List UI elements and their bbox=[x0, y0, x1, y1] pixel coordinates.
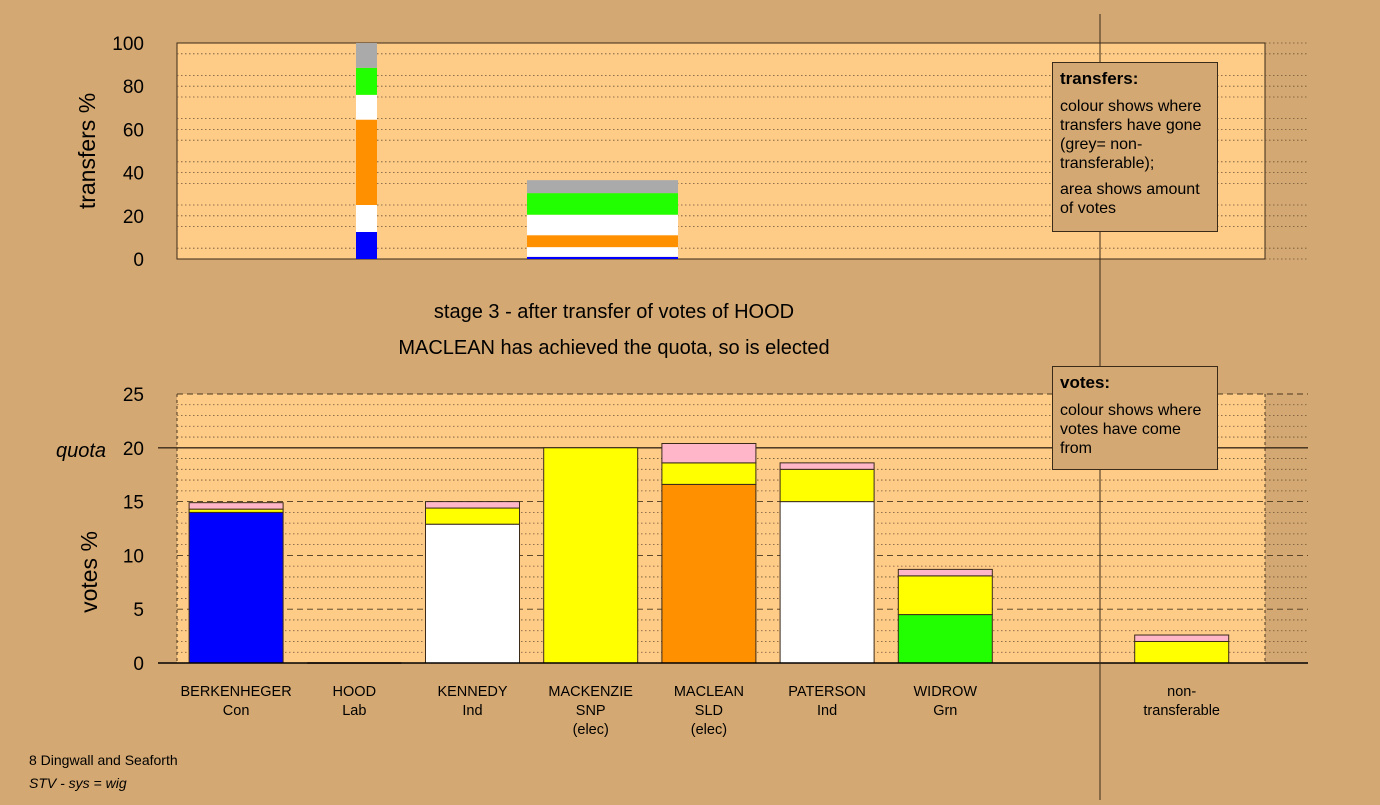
bottom-ytick-label: 15 bbox=[123, 493, 144, 514]
vote-bar-segment bbox=[661, 442, 757, 464]
category-label: WIDROW bbox=[913, 684, 977, 700]
transfers-legend: transfers: colour shows where transfers … bbox=[1052, 62, 1218, 232]
vote-bar-segment bbox=[425, 501, 520, 509]
category-label: Ind bbox=[462, 703, 482, 719]
category-label: MACLEAN bbox=[674, 684, 744, 700]
transfer-bar-segment bbox=[356, 94, 377, 120]
vote-bar-segment bbox=[897, 568, 993, 577]
transfers-legend-title: transfers: bbox=[1060, 69, 1139, 88]
transfer-bar-segment bbox=[356, 67, 377, 95]
category-label: transferable bbox=[1143, 703, 1220, 719]
category-label: Con bbox=[223, 703, 250, 719]
vote-bar-segment bbox=[425, 507, 520, 525]
transfer-bar-segment bbox=[527, 193, 678, 215]
transfer-bar-segment bbox=[356, 43, 377, 68]
vote-bar-segment bbox=[1134, 640, 1230, 664]
transfer-bar-segment bbox=[356, 205, 377, 232]
category-label: (elec) bbox=[573, 722, 609, 738]
bottom-ylabel: votes % bbox=[76, 531, 102, 613]
transfer-bar-segment bbox=[527, 247, 678, 257]
top-ytick-label: 20 bbox=[123, 207, 144, 228]
transfer-bar-segment bbox=[356, 119, 377, 205]
category-label: SNP bbox=[576, 703, 606, 719]
bottom-ytick-label: 20 bbox=[123, 439, 144, 460]
footer-constituency: 8 Dingwall and Seaforth bbox=[29, 752, 178, 768]
top-ylabel: transfers % bbox=[74, 93, 100, 209]
vote-bar-segment bbox=[897, 614, 993, 664]
vote-bar-segment bbox=[543, 447, 639, 664]
category-label: SLD bbox=[695, 703, 723, 719]
category-label: MACKENZIE bbox=[548, 684, 633, 700]
transfer-bar-segment bbox=[527, 256, 678, 259]
bottom-ytick-label: 0 bbox=[133, 654, 144, 675]
category-label: (elec) bbox=[691, 722, 727, 738]
vote-bar-segment bbox=[661, 462, 757, 485]
votes-legend: votes: colour shows where votes have com… bbox=[1052, 366, 1218, 470]
transfers-legend-area-text: area shows amount of votes bbox=[1060, 181, 1200, 217]
top-ytick-label: 100 bbox=[112, 34, 144, 55]
bottom-ytick-label: 25 bbox=[123, 385, 144, 406]
vote-bar-segment bbox=[897, 575, 993, 616]
vote-bar-segment bbox=[188, 502, 284, 510]
vote-bar-segment bbox=[779, 462, 875, 470]
transfers-legend-colour-text: colour shows where transfers have gone (… bbox=[1060, 98, 1202, 172]
transfer-bar-segment bbox=[356, 232, 377, 259]
vote-bar-segment bbox=[661, 483, 757, 664]
category-label: PATERSON bbox=[788, 684, 866, 700]
vote-bar-segment bbox=[1134, 634, 1230, 642]
category-label: HOOD bbox=[333, 684, 377, 700]
vote-bar-segment bbox=[779, 468, 875, 503]
quota-label: quota bbox=[56, 440, 106, 462]
bottom-ytick-label: 10 bbox=[123, 546, 144, 567]
vote-bar-segment bbox=[188, 511, 284, 664]
stage-title: stage 3 - after transfer of votes of HOO… bbox=[434, 301, 794, 323]
category-label: Ind bbox=[817, 703, 837, 719]
stage-subtitle: MACLEAN has achieved the quota, so is el… bbox=[398, 337, 829, 359]
category-label: KENNEDY bbox=[437, 684, 507, 700]
votes-legend-colour-text: colour shows where votes have come from bbox=[1060, 402, 1202, 457]
category-label: Lab bbox=[342, 703, 366, 719]
bottom-ytick-label: 5 bbox=[133, 600, 144, 621]
footer-system: STV - sys = wig bbox=[29, 775, 127, 791]
vote-bar-segment bbox=[425, 523, 520, 664]
top-ytick-label: 40 bbox=[123, 164, 144, 185]
category-label: non- bbox=[1167, 684, 1196, 700]
top-ytick-label: 80 bbox=[123, 77, 144, 98]
top-ytick-label: 0 bbox=[133, 250, 144, 271]
vote-bar-segment bbox=[779, 501, 875, 664]
category-label: BERKENHEGER bbox=[180, 684, 291, 700]
transfer-bar-segment bbox=[527, 235, 678, 248]
category-label: Grn bbox=[933, 703, 957, 719]
transfer-bar-segment bbox=[527, 180, 678, 194]
transfer-bar-segment bbox=[527, 214, 678, 236]
votes-legend-title: votes: bbox=[1060, 373, 1111, 392]
top-ytick-label: 60 bbox=[123, 120, 144, 141]
